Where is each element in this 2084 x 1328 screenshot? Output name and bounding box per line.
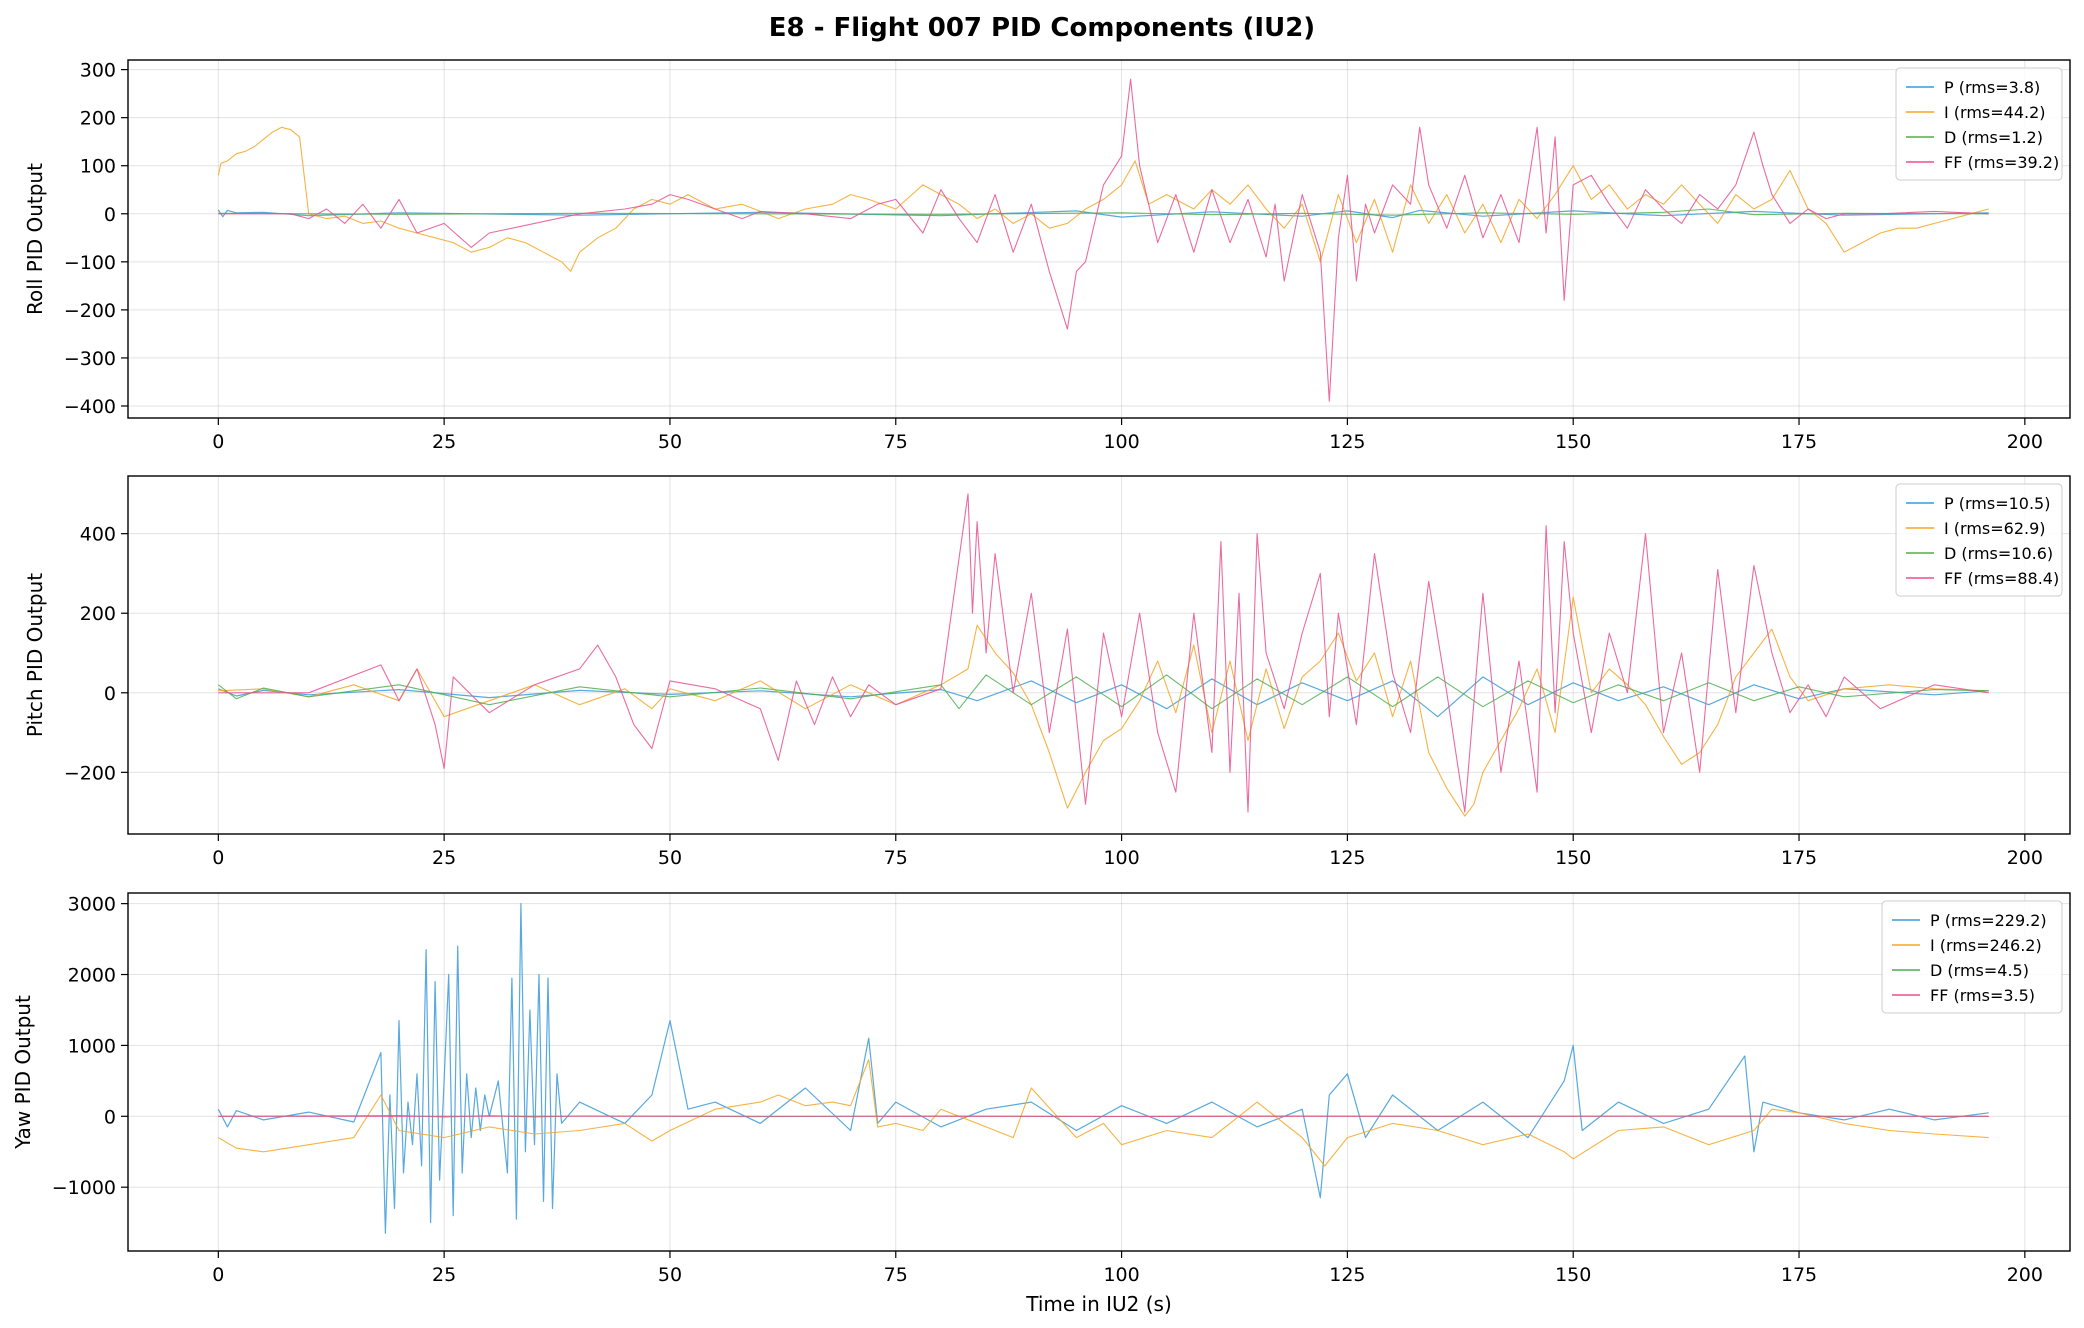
roll-series-0-line xyxy=(217,209,1989,219)
roll-legend-label-2: D (rms=1.2) xyxy=(1944,128,2043,147)
pitch-legend-box xyxy=(1895,483,2063,597)
pitch-legend-label-3: FF (rms=88.4) xyxy=(1944,569,2059,588)
yaw-xtick-label-4: 100 xyxy=(1103,1264,1139,1286)
pitch-legend-label-1: I (rms=62.9) xyxy=(1944,519,2046,538)
roll-xtick-label-2: 50 xyxy=(658,431,682,453)
pitch-xtick-label-7: 175 xyxy=(1781,847,1817,869)
roll-ytick-label-3: −100 xyxy=(64,252,116,274)
pitch-ytick-label-2: 200 xyxy=(80,603,116,625)
yaw-xtick-label-8: 200 xyxy=(2007,1264,2043,1286)
pitch-ylabel: Pitch PID Output xyxy=(23,573,47,737)
yaw-legend-label-1: I (rms=246.2) xyxy=(1930,936,2042,955)
yaw-series-0-line xyxy=(217,902,1989,1234)
yaw-xtick-label-7: 175 xyxy=(1781,1264,1817,1286)
yaw-xtick-label-2: 50 xyxy=(658,1264,682,1286)
pitch-ytick-label-3: 400 xyxy=(80,524,116,546)
pitch-xtick-label-0: 0 xyxy=(212,847,224,869)
yaw-xtick-label-5: 125 xyxy=(1329,1264,1365,1286)
pitch-ytick-label-0: −200 xyxy=(64,762,116,784)
pitch-subplot: 0 25 50 75 100 125 150 175 200 −200 0 200 400 Pitch P… xyxy=(23,475,2071,869)
roll-legend-label-1: I (rms=44.2) xyxy=(1944,103,2046,122)
yaw-ytick-label-2: 1000 xyxy=(68,1035,116,1057)
yaw-xtick-label-0: 0 xyxy=(212,1264,224,1286)
roll-subplot: 0 25 50 75 100 125 150 175 200 −400 −300 −200 −100 0 1… xyxy=(23,59,2071,453)
yaw-legend-box xyxy=(1881,900,2063,1014)
yaw-legend-label-3: FF (rms=3.5) xyxy=(1930,986,2035,1005)
roll-xtick-label-4: 100 xyxy=(1103,431,1139,453)
roll-ylabel: Roll PID Output xyxy=(23,163,47,315)
yaw-legend-label-0: P (rms=229.2) xyxy=(1930,911,2047,930)
yaw-ylabel: Yaw PID Output xyxy=(11,995,35,1150)
pitch-xtick-label-3: 75 xyxy=(884,847,908,869)
yaw-axes-frame xyxy=(127,892,2071,1252)
pitch-series-0-line xyxy=(218,676,1989,718)
roll-series-group xyxy=(217,78,1989,402)
yaw-legend-label-2: D (rms=4.5) xyxy=(1930,961,2029,980)
roll-series-2-line xyxy=(218,208,1989,216)
yaw-series-group xyxy=(217,902,1989,1234)
yaw-subplot: 0 25 50 75 100 125 150 175 200 −1000 0 1000 2000 3000… xyxy=(11,892,2071,1316)
yaw-ytick-label-3: 2000 xyxy=(68,965,116,987)
roll-xtick-label-8: 200 xyxy=(2007,431,2043,453)
roll-axes-frame xyxy=(127,59,2071,419)
roll-ytick-label-7: 300 xyxy=(80,60,116,82)
roll-xtick-label-1: 25 xyxy=(432,431,456,453)
yaw-ytick-label-0: −1000 xyxy=(52,1177,116,1199)
roll-xtick-label-7: 175 xyxy=(1781,431,1817,453)
pitch-xtick-label-2: 50 xyxy=(658,847,682,869)
yaw-series-1-line xyxy=(218,1059,1989,1167)
yaw-xtick-label-3: 75 xyxy=(884,1264,908,1286)
roll-ytick-label-2: −200 xyxy=(64,300,116,322)
roll-ytick-label-4: 0 xyxy=(104,204,116,226)
yaw-xtick-label-1: 25 xyxy=(432,1264,456,1286)
roll-ytick-label-0: −400 xyxy=(64,396,116,418)
pitch-legend-label-2: D (rms=10.6) xyxy=(1944,544,2053,563)
roll-xtick-label-3: 75 xyxy=(884,431,908,453)
pitch-ytick-label-1: 0 xyxy=(104,683,116,705)
roll-legend-box xyxy=(1895,67,2063,181)
roll-series-3-line xyxy=(218,78,1989,402)
pitch-axes-frame xyxy=(127,475,2071,835)
pitch-series-2-line xyxy=(217,674,1989,710)
figure-title: E8 - Flight 007 PID Components (IU2) xyxy=(769,13,1315,43)
roll-ytick-label-1: −300 xyxy=(64,348,116,370)
yaw-legend: P (rms=229.2) I (rms=246.2) D (rms=4.5) FF … xyxy=(1881,900,2063,1014)
pitch-xtick-label-1: 25 xyxy=(432,847,456,869)
yaw-xlabel: Time in IU2 (s) xyxy=(1025,1292,1172,1316)
roll-xtick-label-5: 125 xyxy=(1329,431,1365,453)
pitch-xtick-label-4: 100 xyxy=(1103,847,1139,869)
pitch-xtick-label-8: 200 xyxy=(2007,847,2043,869)
yaw-ytick-label-4: 3000 xyxy=(68,894,116,916)
pitch-legend-label-0: P (rms=10.5) xyxy=(1944,494,2050,513)
pitch-series-group xyxy=(217,493,1989,817)
roll-ytick-label-5: 100 xyxy=(80,156,116,178)
roll-legend: P (rms=3.8) I (rms=44.2) D (rms=1.2) FF (rm… xyxy=(1895,67,2063,181)
roll-legend-label-3: FF (rms=39.2) xyxy=(1944,153,2059,172)
yaw-ytick-label-1: 0 xyxy=(104,1106,116,1128)
pitch-xtick-label-5: 125 xyxy=(1329,847,1365,869)
pitch-legend: P (rms=10.5) I (rms=62.9) D (rms=10.6) FF (… xyxy=(1895,483,2063,597)
roll-xtick-label-0: 0 xyxy=(212,431,224,453)
pitch-series-3-line xyxy=(218,493,1989,813)
yaw-xtick-label-6: 150 xyxy=(1555,1264,1591,1286)
roll-xtick-label-6: 150 xyxy=(1555,431,1591,453)
roll-legend-label-0: P (rms=3.8) xyxy=(1944,78,2040,97)
roll-ytick-label-6: 200 xyxy=(80,108,116,130)
pitch-xtick-label-6: 150 xyxy=(1555,847,1591,869)
